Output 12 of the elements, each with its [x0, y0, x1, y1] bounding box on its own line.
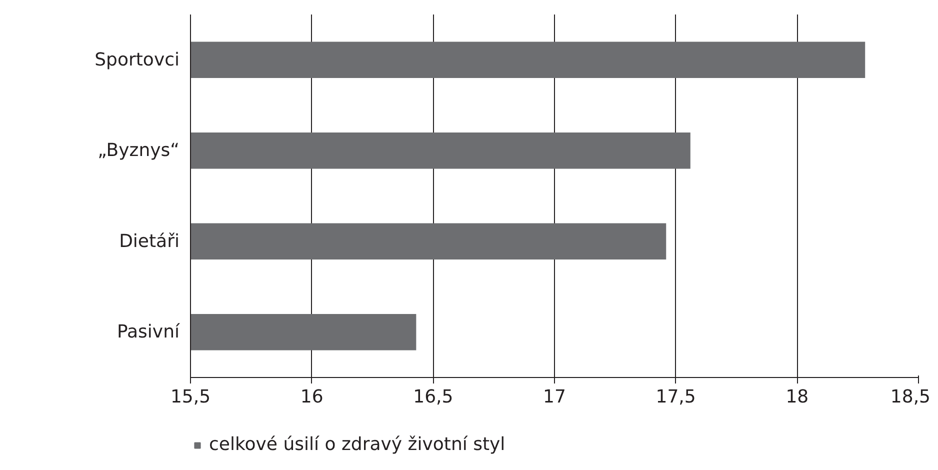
- x-tick-label: 17,5: [656, 386, 696, 408]
- x-tick-label: 17: [543, 386, 566, 408]
- x-tick-label: 15,5: [170, 386, 211, 408]
- y-tick-label: Pasivní: [116, 322, 180, 343]
- x-tick-label: 18,5: [890, 386, 930, 408]
- x-tick-label: 18: [786, 386, 809, 408]
- y-tick-label: Dietáři: [119, 230, 180, 252]
- y-tick-label: „Byznys“: [98, 140, 180, 162]
- x-tick-label: 16: [300, 386, 324, 408]
- x-tick-label: 16,5: [413, 386, 454, 408]
- legend-label: celkové úsilí o zdravý životní styl: [209, 434, 506, 455]
- y-tick-label: Sportovci: [94, 49, 180, 70]
